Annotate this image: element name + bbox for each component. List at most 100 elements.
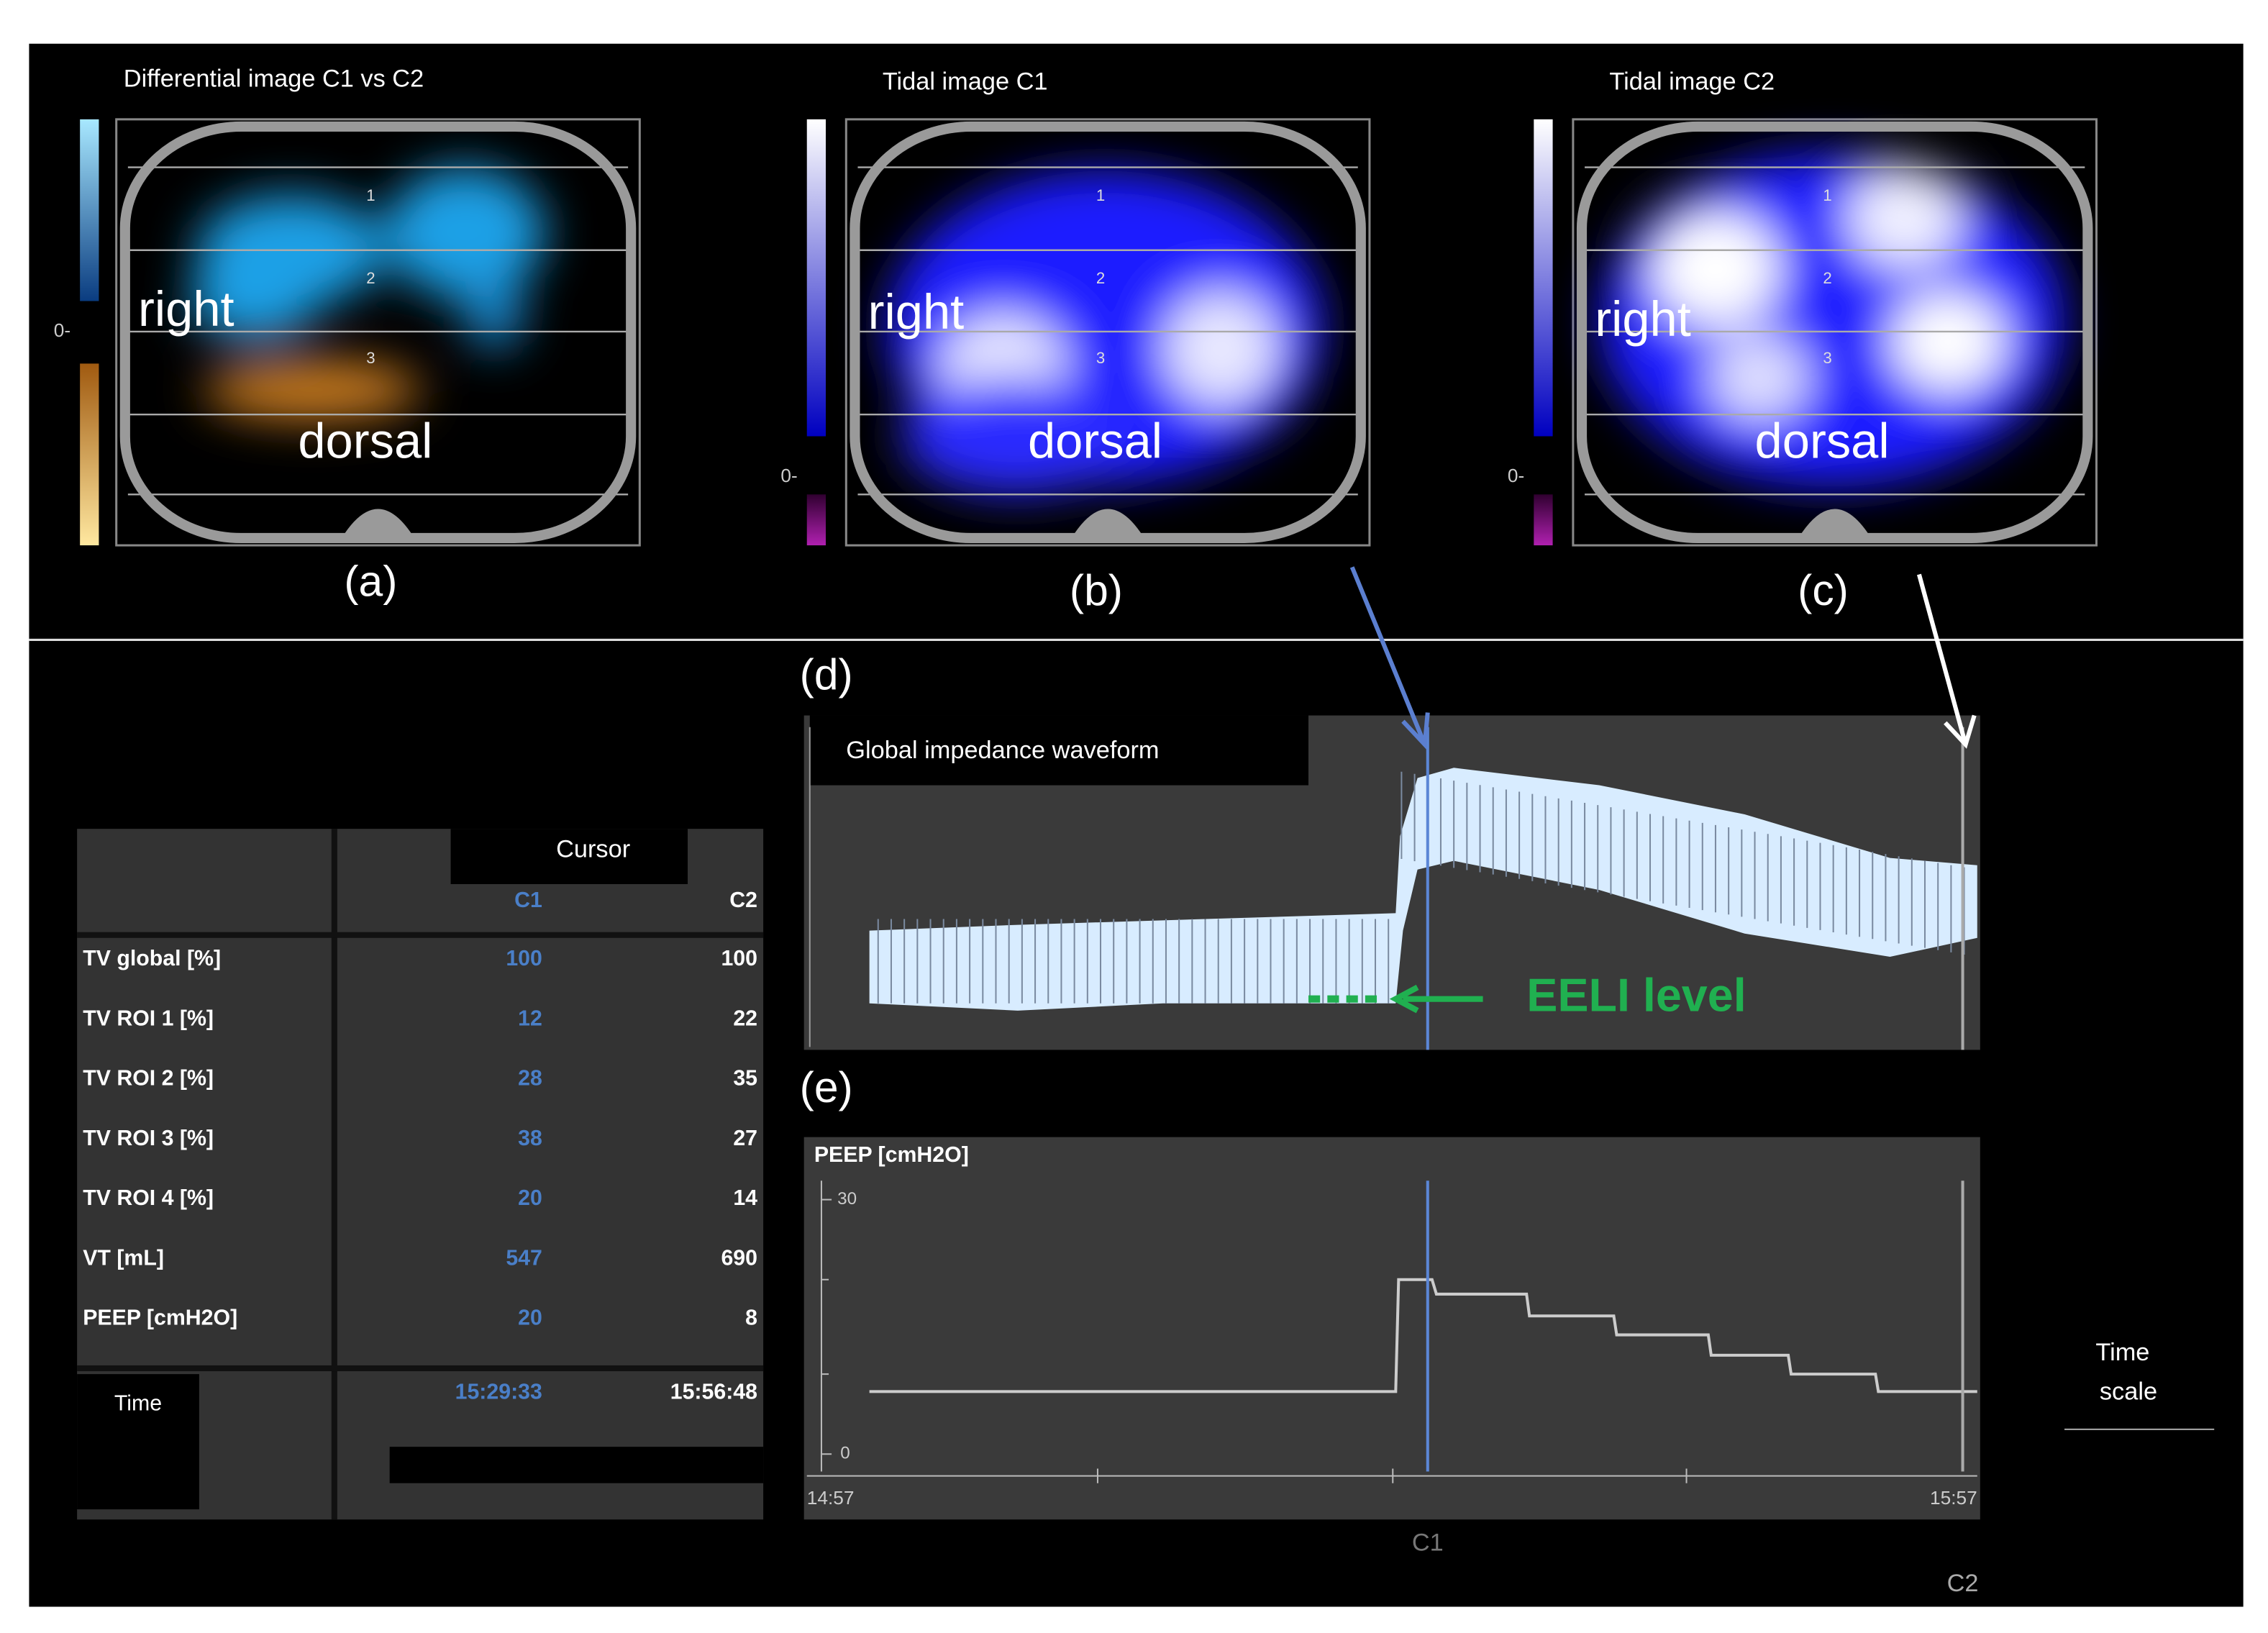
row-label: PEEP [cmH2O] (83, 1306, 237, 1330)
separator (331, 829, 337, 1520)
tidal-image (1599, 153, 2065, 488)
scale-label: 0- (780, 465, 797, 486)
ventilation-region (203, 360, 422, 419)
image-panel: Tidal image C2 0- 1 2 3 right dorsal (c) (1508, 68, 2098, 614)
roi-number: 2 (366, 269, 375, 287)
column-header: C2 (729, 888, 757, 912)
side-label: right (1595, 291, 1691, 347)
row-label: TV ROI 4 [%] (83, 1186, 214, 1210)
image-title: Differential image C1 vs C2 (124, 65, 424, 92)
roi-number: 1 (1823, 186, 1831, 204)
roi-number: 2 (1823, 269, 1831, 287)
region-label: dorsal (1755, 414, 1890, 469)
eeli-label: EELI level (1526, 969, 1746, 1022)
image-frame (115, 118, 641, 547)
bar (389, 1447, 764, 1483)
cell-c1: 12 (518, 1006, 542, 1030)
panel-label: (d) (800, 650, 853, 699)
cell-c2: 8 (745, 1306, 757, 1330)
panel-label: (a) (344, 557, 397, 606)
ventilation-region (1708, 334, 1811, 422)
cell-c1: 28 (518, 1067, 542, 1091)
ventilation-region (385, 167, 545, 299)
color-bar (80, 119, 99, 301)
row-label: TV ROI 3 [%] (83, 1127, 214, 1150)
cell-c1: 100 (506, 947, 542, 970)
scale-label: 0- (54, 319, 70, 341)
ventilation-region (1846, 167, 1963, 270)
color-bar (806, 119, 826, 437)
roi-number: 3 (366, 349, 375, 367)
cell-c2: 35 (733, 1067, 757, 1091)
ventilation-region (1890, 291, 2007, 393)
panel-label: (c) (1798, 565, 1849, 614)
time-scale[interactable]: Time (2095, 1339, 2149, 1366)
images: Differential image C1 vs C2 0- 1 2 3 right dor… (54, 65, 2098, 614)
cursor-tab (450, 829, 688, 884)
peep-title: PEEP [cmH2O] (814, 1143, 969, 1167)
spine (1071, 509, 1144, 538)
roi-number: 1 (1096, 186, 1105, 204)
cursor-label: C1 (1412, 1529, 1444, 1557)
separator (77, 932, 764, 938)
image-title: Tidal image C2 (1609, 68, 1775, 95)
roi-number: 3 (1096, 349, 1105, 367)
cell-c2: 27 (733, 1127, 757, 1150)
row-label: TV ROI 2 [%] (83, 1067, 214, 1091)
image-panel: Differential image C1 vs C2 0- 1 2 3 right dor… (54, 65, 641, 606)
waveform-tab (809, 715, 1309, 786)
time-value: 15:29:33 (455, 1380, 542, 1404)
peep-trace (869, 1278, 1977, 1393)
cell-c1: 20 (518, 1306, 542, 1330)
region-label: dorsal (298, 414, 432, 469)
image-title: Tidal image C1 (883, 68, 1048, 95)
row-label: TV global [%] (83, 947, 221, 970)
row-label: TV ROI 1 [%] (83, 1006, 214, 1030)
image-frame (844, 118, 1371, 547)
column-header: C1 (514, 888, 542, 912)
tidal-image (886, 170, 1324, 495)
spine (1798, 509, 1872, 538)
ventilation-region (1650, 211, 1781, 327)
cell-c1: 547 (506, 1246, 542, 1270)
ventilation-region (901, 378, 1134, 495)
cell-c1: 20 (518, 1186, 542, 1210)
image-panel: Tidal image C1 0- 1 2 3 right dorsal (b) (780, 68, 1371, 614)
time-label: 15:57 (1930, 1487, 1977, 1509)
y-tick-label: 30 (837, 1189, 857, 1209)
row-label: VT [mL] (83, 1246, 164, 1270)
peep-panel (803, 1137, 1980, 1520)
color-bar (1534, 119, 1553, 437)
color-bar (1534, 494, 1553, 546)
roi-number: 2 (1096, 269, 1105, 287)
ventilation-region (188, 257, 320, 340)
time-scale[interactable]: scale (2100, 1378, 2157, 1405)
side-label: right (868, 284, 965, 340)
eeli-arrow (1389, 984, 1483, 1014)
time-value: 15:56:48 (670, 1380, 757, 1404)
ventilation-region (465, 276, 524, 350)
color-bar (806, 494, 826, 546)
time-ticks (1096, 1468, 1688, 1483)
cell-c2: 22 (733, 1006, 757, 1030)
image-frame (1572, 118, 2098, 547)
table-title: Cursor (556, 836, 630, 863)
panel-label: (e) (800, 1063, 853, 1111)
cell-c1: 38 (518, 1127, 542, 1150)
roi-number: 3 (1823, 349, 1831, 367)
ventilation-region (1162, 291, 1280, 408)
table-rows: TV global [%] 100 100 TV ROI 1 [%] 12 22 TV RO… (83, 947, 757, 1330)
region-label: dorsal (1028, 414, 1162, 469)
spine (341, 509, 415, 538)
time-cell (77, 1374, 199, 1510)
scale-label: 0- (1508, 465, 1524, 486)
arrow-c (1916, 573, 1977, 749)
panel-label: (b) (1070, 565, 1123, 614)
cell-c2: 690 (721, 1246, 757, 1270)
cell-c2: 14 (733, 1186, 757, 1210)
roi-number: 1 (366, 186, 375, 204)
cursor-label: C2 (1947, 1570, 1979, 1597)
arrow-b (1349, 566, 1430, 750)
